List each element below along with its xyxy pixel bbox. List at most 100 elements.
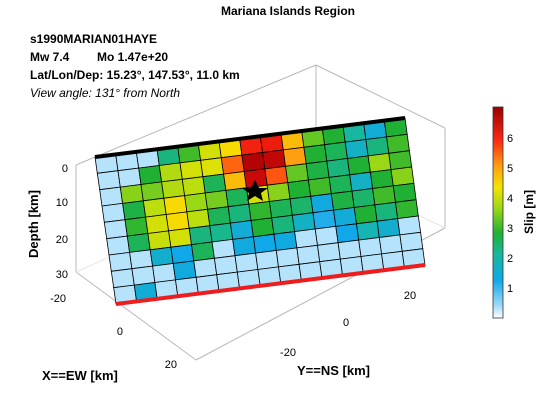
slip-cell — [337, 239, 362, 260]
ew-axis-label: X==EW [km] — [42, 368, 118, 383]
colorbar-tick: 6 — [507, 133, 513, 145]
slip-cell — [142, 197, 167, 218]
slip-cell — [103, 219, 128, 240]
depth-axis-label: Depth [km] — [26, 190, 41, 258]
slip-cell — [172, 260, 197, 281]
slip-cell — [333, 207, 357, 227]
slip-cell — [378, 234, 403, 255]
slip-cell — [307, 176, 332, 197]
slip-cell — [110, 268, 135, 289]
ns-axis-label: Y==NS [km] — [297, 363, 370, 378]
slip-cell — [193, 257, 218, 278]
ns-tick: -20 — [280, 347, 296, 359]
slip-cell — [395, 199, 419, 220]
slip-cell — [289, 195, 314, 216]
chart-title: Mariana Islands Region — [221, 4, 355, 18]
slip-cell — [324, 141, 348, 162]
ew-tick: 20 — [165, 359, 177, 371]
depth-tick: 30 — [56, 269, 68, 281]
slip-cell — [266, 182, 291, 202]
slip-cell — [124, 216, 149, 237]
slip-cell — [335, 223, 360, 244]
depth-tick: 10 — [56, 197, 68, 209]
colorbar — [492, 106, 504, 319]
slip-cell — [213, 255, 238, 276]
slip-cell — [96, 170, 121, 191]
slip-cell — [347, 155, 371, 176]
slip-cell — [275, 247, 300, 268]
slip-cell — [225, 187, 250, 208]
epicenter-star-icon — [242, 180, 268, 201]
slip-cell — [131, 265, 156, 286]
slip-cell — [126, 233, 151, 253]
slip-cell — [291, 212, 316, 233]
magnitude-text: Mw 7.4 — [30, 50, 70, 64]
slip-cell — [268, 198, 293, 219]
slip-cell — [314, 225, 339, 246]
slip-cell — [392, 182, 417, 203]
slip-cell — [184, 192, 208, 213]
slip-cell — [252, 233, 277, 254]
slip-cell — [353, 204, 378, 225]
slip-cell — [229, 220, 254, 240]
slip-cell — [376, 218, 401, 238]
slip-cell — [232, 236, 257, 257]
slip-cell — [351, 188, 376, 208]
moment-text: Mo 1.47e+20 — [97, 50, 168, 64]
colorbar-label: Slip [m] — [522, 190, 536, 234]
slip-cell — [202, 173, 227, 194]
slip-cell — [326, 158, 351, 178]
slip-cell — [369, 169, 394, 189]
slip-cell — [317, 242, 341, 263]
slip-cell — [209, 222, 234, 243]
slip-cell — [250, 217, 275, 238]
location-text: Lat/Lon/Dep: 15.23°, 147.53°, 11.0 km — [30, 68, 240, 82]
slip-cell — [273, 231, 298, 251]
colorbar-tick: 4 — [507, 193, 513, 205]
fault-slip-grid — [94, 117, 426, 305]
colorbar-tick: 3 — [507, 223, 513, 235]
slip-cell — [296, 244, 321, 265]
slip-cell — [119, 184, 144, 204]
slip-cell — [149, 246, 174, 267]
slip-cell — [204, 189, 229, 210]
slip-cell — [108, 251, 133, 272]
slip-cell — [399, 231, 424, 252]
ns-tick: 0 — [343, 317, 349, 329]
ew-axis: -20 0 20 — [50, 293, 177, 371]
slip-cell — [255, 250, 279, 270]
ns-tick: 20 — [404, 290, 416, 302]
slip-cell — [200, 157, 225, 178]
depth-axis: 0 10 20 30 — [56, 163, 68, 281]
slip-cell — [390, 166, 415, 187]
slip-cell — [349, 171, 374, 192]
depth-tick: 0 — [62, 163, 68, 175]
event-id: s1990MARIAN01HAYE — [30, 32, 157, 46]
slip-cell — [312, 209, 337, 230]
slip-cell — [211, 238, 236, 259]
slip-cell — [99, 186, 124, 207]
slip-cell — [138, 165, 163, 185]
slip-cell — [294, 228, 318, 249]
slip-cell — [207, 206, 231, 227]
slip-cell — [186, 208, 211, 229]
colorbar-ticks: 1 2 3 4 5 6 — [507, 133, 513, 295]
fault-top-edge — [94, 116, 406, 159]
slip-cell — [191, 241, 215, 262]
colorbar-tick: 5 — [507, 163, 513, 175]
slip-cell — [163, 195, 188, 215]
slip-cell — [305, 160, 330, 181]
slip-cell — [101, 202, 126, 223]
slip-cell — [220, 154, 245, 175]
slip-cell — [223, 171, 247, 191]
slip-cell — [386, 133, 410, 154]
slip-cell — [365, 136, 390, 157]
slip-cell — [372, 185, 396, 206]
slip-cell — [147, 230, 172, 251]
ns-axis: -20 0 20 — [280, 290, 416, 359]
slip-cell — [303, 144, 328, 165]
slip-cell — [310, 193, 335, 214]
slip-cell — [271, 214, 296, 235]
slip-cell — [106, 235, 131, 256]
colorbar-tick: 2 — [507, 253, 513, 265]
